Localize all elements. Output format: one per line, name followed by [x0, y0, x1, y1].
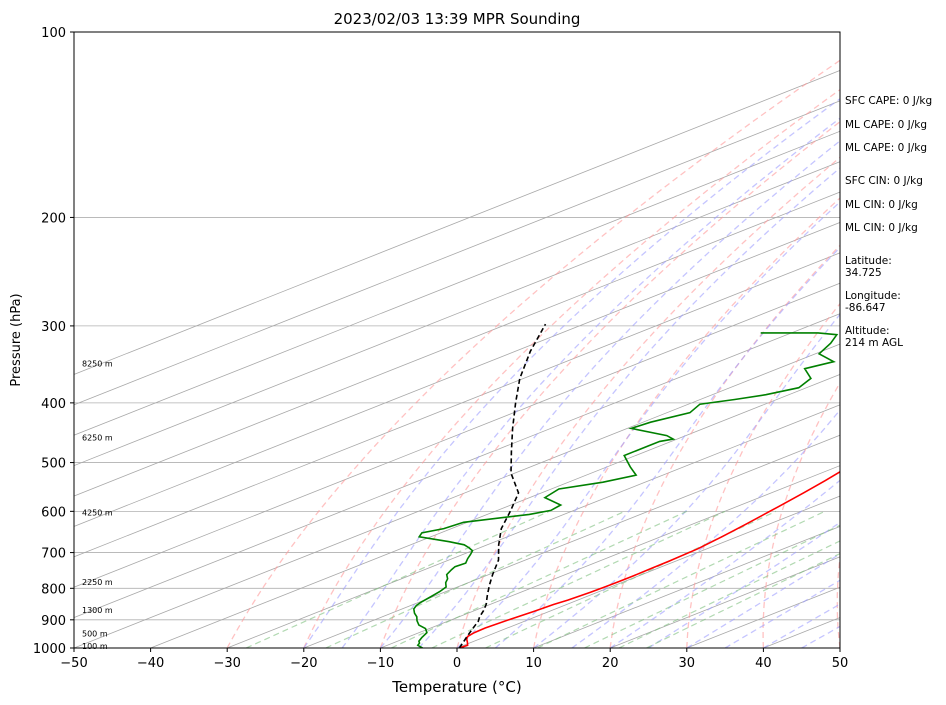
moist-adiabat	[341, 117, 840, 648]
isotherm-line	[303, 434, 840, 648]
height-label: 100 m	[82, 642, 108, 651]
y-tick-label: 900	[41, 614, 66, 629]
dry-adiabat	[303, 88, 840, 648]
moist-adiabat	[379, 140, 840, 648]
y-tick-label: 800	[41, 582, 66, 597]
y-tick-label: 500	[41, 457, 66, 472]
x-tick-label: −20	[290, 656, 317, 671]
dry-adiabat	[226, 59, 840, 648]
x-tick-label: −30	[213, 656, 240, 671]
y-axis-label: Pressure (hPa)	[9, 293, 24, 386]
mixing-ratio-line	[646, 552, 840, 648]
dewpoint-profile	[412, 332, 839, 648]
info-line: ML CIN: 0 J/kg	[845, 199, 918, 211]
moist-adiabat	[571, 408, 840, 648]
isotherm-line	[74, 191, 840, 497]
info-line: ML CAPE: 0 J/kg	[845, 119, 928, 131]
moist-adiabat	[686, 553, 840, 648]
parcel-profile	[458, 323, 547, 648]
mixing-ratio-line	[431, 510, 726, 648]
height-label: 6250 m	[82, 433, 113, 442]
mixing-ratio-line	[537, 510, 826, 648]
isotherm-line	[74, 130, 840, 436]
dry-adiabat	[532, 197, 840, 648]
moist-adiabat	[303, 97, 840, 648]
height-label: 4250 m	[82, 509, 113, 518]
mixing-ratio-line	[391, 510, 688, 648]
info-line: Longitude: -86.647	[845, 290, 901, 314]
dry-adiabat	[762, 381, 840, 648]
x-tick-label: −40	[137, 656, 164, 671]
height-label: 2250 m	[82, 578, 113, 587]
x-tick-label: −10	[367, 656, 394, 671]
y-tick-label: 400	[41, 397, 66, 412]
y-tick-label: 700	[41, 547, 66, 562]
moist-adiabat	[724, 579, 840, 648]
mixing-ratio-line	[618, 540, 840, 648]
mixing-ratio-line	[584, 524, 840, 648]
dry-adiabat	[836, 552, 840, 648]
isotherm-line	[74, 313, 840, 619]
y-tick-label: 600	[41, 505, 66, 520]
mixing-ratio-line	[325, 510, 626, 648]
info-line: ML CIN: 0 J/kg	[845, 222, 918, 234]
x-tick-label: 50	[832, 656, 849, 671]
isotherm-line	[74, 282, 840, 588]
isotherm-line	[74, 343, 840, 648]
isotherm-line	[380, 465, 840, 648]
y-tick-label: 1000	[33, 642, 66, 657]
isotherm-line	[456, 495, 840, 648]
x-tick-label: 30	[679, 656, 696, 671]
temperature-profile	[459, 470, 840, 648]
dry-adiabat	[686, 302, 840, 648]
isotherm-line	[74, 161, 840, 467]
info-line: SFC CAPE: 0 J/kg	[845, 95, 933, 107]
isotherm-line	[150, 373, 840, 648]
y-tick-label: 300	[41, 320, 66, 335]
x-tick-label: 20	[602, 656, 619, 671]
isotherm-line	[533, 525, 840, 648]
isotherm-line	[74, 100, 840, 406]
y-tick-label: 200	[41, 211, 66, 226]
dry-adiabat	[379, 120, 840, 648]
moist-adiabat	[456, 201, 840, 648]
x-tick-label: 40	[755, 656, 772, 671]
x-tick-label: 0	[453, 656, 461, 671]
moist-adiabat	[648, 521, 840, 648]
height-label: 8250 m	[82, 359, 113, 368]
dry-adiabat	[609, 244, 840, 648]
info-line: Latitude: 34.725	[845, 255, 892, 279]
height-label: 1300 m	[82, 606, 113, 615]
dry-adiabat	[456, 156, 840, 648]
moist-adiabat	[609, 479, 840, 648]
moist-adiabat	[533, 313, 840, 648]
isotherm-line	[74, 252, 840, 558]
x-tick-label: 10	[525, 656, 542, 671]
plot-frame	[73, 31, 841, 649]
y-tick-label: 100	[41, 26, 66, 41]
isotherm-line	[74, 70, 840, 375]
mixing-ratio-line	[245, 510, 550, 648]
isotherm-line	[74, 222, 840, 527]
height-label: 500 m	[82, 630, 108, 639]
info-line: Altitude: 214 m AGL	[845, 325, 903, 349]
x-tick-label: −50	[60, 656, 87, 671]
info-line: ML CAPE: 0 J/kg	[845, 142, 928, 154]
isotherm-line	[227, 404, 840, 648]
moist-adiabat	[494, 246, 840, 648]
info-line: SFC CIN: 0 J/kg	[845, 175, 923, 187]
chart-title: 2023/02/03 13:39 MPR Sounding	[334, 10, 581, 28]
x-axis-label: Temperature (°C)	[391, 678, 521, 696]
moist-adiabat	[418, 167, 840, 648]
